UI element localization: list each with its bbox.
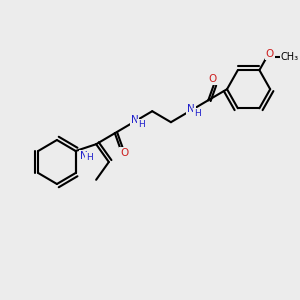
Text: H: H <box>194 109 201 118</box>
Text: N: N <box>187 104 194 114</box>
Text: N: N <box>80 151 87 161</box>
Text: O: O <box>120 148 128 158</box>
Text: O: O <box>266 49 274 59</box>
Text: O: O <box>209 74 217 84</box>
Text: H: H <box>86 152 93 161</box>
Text: N: N <box>130 115 138 125</box>
Text: H: H <box>138 120 145 129</box>
Text: CH₃: CH₃ <box>281 52 299 62</box>
